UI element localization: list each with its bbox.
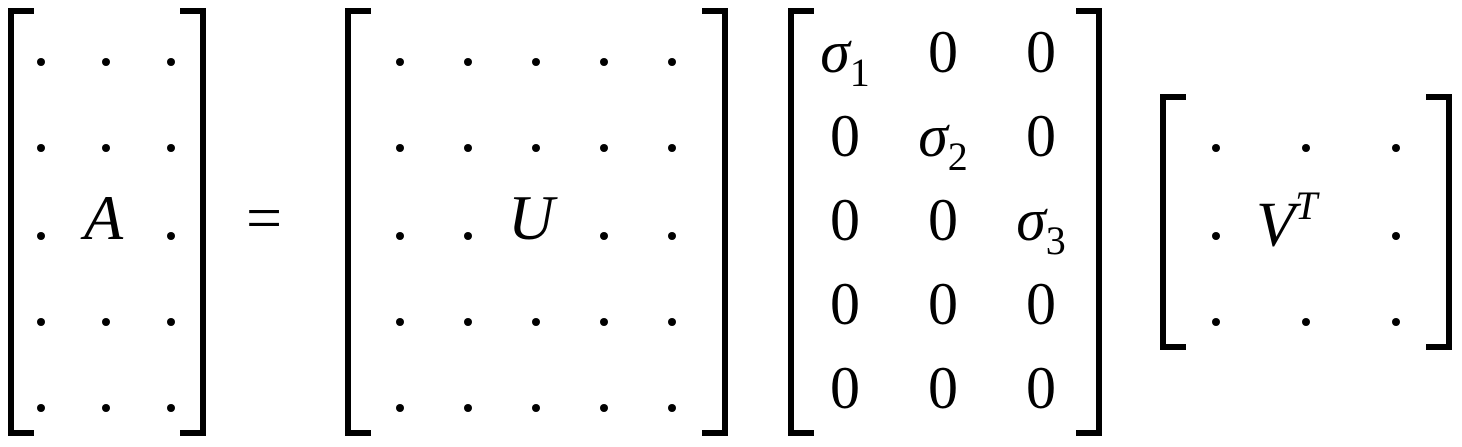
sigma-cell-value: 0 <box>830 355 860 421</box>
sigma-cell-value: 0 <box>928 271 958 337</box>
matrix-dot <box>37 318 45 326</box>
sigma-cell-value: 0 <box>830 103 860 169</box>
matrix-dot <box>167 58 175 66</box>
matrix-dot <box>396 58 404 66</box>
matrix-dot <box>1302 318 1310 326</box>
matrix-dot <box>167 318 175 326</box>
matrix-vt-right-bracket <box>1426 94 1452 350</box>
matrix-dot <box>1302 144 1310 152</box>
sigma-cell: σ1 <box>800 19 890 93</box>
matrix-dot <box>668 318 676 326</box>
matrix-dot <box>167 232 175 240</box>
matrix-u-right-bracket <box>702 8 728 436</box>
matrix-dot <box>167 144 175 152</box>
matrix-dot <box>668 232 676 240</box>
matrix-vt-superscript: T <box>1295 183 1318 228</box>
matrix-dot <box>464 232 472 240</box>
sigma-cell-value: 0 <box>1026 19 1056 85</box>
matrix-dot <box>600 232 608 240</box>
matrix-vt-left-bracket <box>1160 94 1186 350</box>
matrix-a-left-bracket <box>8 8 34 436</box>
matrix-dot <box>396 144 404 152</box>
equals-sign: = <box>246 182 283 253</box>
matrix-u-left-bracket <box>345 8 371 436</box>
sigma-cell-value: 0 <box>928 19 958 85</box>
matrix-dot <box>37 232 45 240</box>
matrix-dot <box>464 144 472 152</box>
sigma-cell: 0 <box>898 190 988 250</box>
sigma-cell-value: 0 <box>928 187 958 253</box>
matrix-dot <box>532 404 540 412</box>
matrix-dot <box>464 58 472 66</box>
matrix-dot <box>396 318 404 326</box>
sigma-cell: 0 <box>898 274 988 334</box>
matrix-dot <box>102 144 110 152</box>
sigma-cell: σ3 <box>996 187 1086 261</box>
matrix-sigma-right-bracket <box>1076 8 1102 436</box>
matrix-dot <box>532 58 540 66</box>
sigma-cell: 0 <box>898 22 988 82</box>
sigma-cell: 0 <box>898 358 988 418</box>
matrix-dot <box>668 58 676 66</box>
sigma-cell-value: σ <box>918 103 948 169</box>
sigma-cell: σ2 <box>898 103 988 177</box>
matrix-dot <box>37 144 45 152</box>
matrix-dot <box>668 144 676 152</box>
matrix-a-right-bracket <box>180 8 206 436</box>
matrix-dot <box>464 404 472 412</box>
matrix-u-label: U <box>508 182 555 253</box>
matrix-dot <box>1212 318 1220 326</box>
matrix-dot <box>1392 232 1400 240</box>
sigma-cell: 0 <box>996 106 1086 166</box>
sigma-cell: 0 <box>800 190 890 250</box>
matrix-dot <box>600 144 608 152</box>
matrix-dot <box>600 58 608 66</box>
sigma-cell-value: 0 <box>1026 355 1056 421</box>
matrix-dot <box>668 404 676 412</box>
matrix-dot <box>532 144 540 152</box>
sigma-cell-value: 0 <box>1026 271 1056 337</box>
sigma-cell-value: 0 <box>830 271 860 337</box>
matrix-dot <box>37 404 45 412</box>
sigma-cell: 0 <box>800 358 890 418</box>
sigma-cell: 0 <box>800 106 890 166</box>
sigma-cell-subscript: 1 <box>849 50 870 95</box>
sigma-cell-value: σ <box>820 19 850 85</box>
sigma-cell-subscript: 2 <box>947 134 968 179</box>
sigma-cell-value: σ <box>1016 187 1046 253</box>
matrix-dot <box>102 58 110 66</box>
matrix-vt-base: V <box>1256 188 1296 260</box>
matrix-dot <box>1392 318 1400 326</box>
matrix-dot <box>600 318 608 326</box>
matrix-dot <box>1212 144 1220 152</box>
sigma-cell-value: 0 <box>1026 103 1056 169</box>
matrix-dot <box>102 318 110 326</box>
matrix-dot <box>1212 232 1220 240</box>
matrix-dot <box>396 404 404 412</box>
matrix-dot <box>102 404 110 412</box>
matrix-dot <box>532 318 540 326</box>
sigma-cell: 0 <box>996 358 1086 418</box>
sigma-cell: 0 <box>800 274 890 334</box>
matrix-a-label: A <box>84 182 124 253</box>
matrix-vt-label: VT <box>1256 186 1317 260</box>
matrix-dot <box>600 404 608 412</box>
matrix-sigma-left-bracket <box>788 8 814 436</box>
sigma-cell-value: 0 <box>830 187 860 253</box>
matrix-dot <box>396 232 404 240</box>
matrix-dot <box>167 404 175 412</box>
matrix-dot <box>1392 144 1400 152</box>
matrix-dot <box>37 58 45 66</box>
sigma-cell: 0 <box>996 22 1086 82</box>
matrix-dot <box>464 318 472 326</box>
sigma-cell-subscript: 3 <box>1045 218 1066 263</box>
sigma-cell: 0 <box>996 274 1086 334</box>
sigma-cell-value: 0 <box>928 355 958 421</box>
